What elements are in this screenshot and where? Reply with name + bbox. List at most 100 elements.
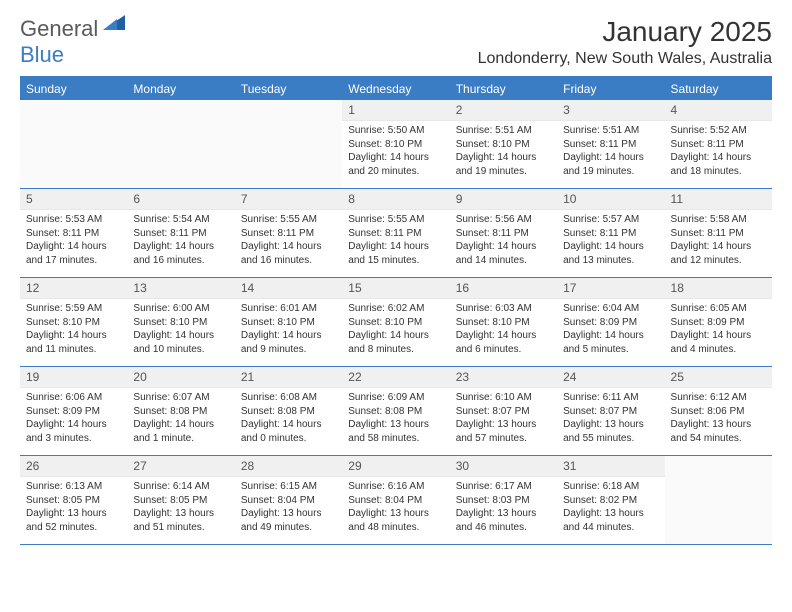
sunset-text: Sunset: 8:02 PM [563, 494, 658, 508]
sunrise-text: Sunrise: 5:55 AM [241, 213, 336, 227]
daylight-text: Daylight: 13 hours [348, 507, 443, 521]
day-body: Sunrise: 6:15 AMSunset: 8:04 PMDaylight:… [235, 477, 342, 540]
day-cell: 31 Sunrise: 6:18 AMSunset: 8:02 PMDayligh… [557, 456, 664, 544]
sunrise-text: Sunrise: 6:08 AM [241, 391, 336, 405]
sunrise-text: Sunrise: 6:09 AM [348, 391, 443, 405]
day-number: 16 [450, 278, 557, 299]
title-block: January 2025 Londonderry, New South Wale… [478, 16, 772, 68]
day-cell: 22Sunrise: 6:09 AMSunset: 8:08 PMDayligh… [342, 367, 449, 455]
daylight-text: and 55 minutes. [563, 432, 658, 446]
daylight-text: and 10 minutes. [133, 343, 228, 357]
sunrise-text: Sunrise: 6:05 AM [671, 302, 766, 316]
day-number: 23 [450, 367, 557, 388]
day-number: 1 [342, 100, 449, 121]
daylight-text: and 51 minutes. [133, 521, 228, 535]
day-cell: 20Sunrise: 6:07 AMSunset: 8:08 PMDayligh… [127, 367, 234, 455]
daylight-text: Daylight: 14 hours [671, 151, 766, 165]
sunset-text: Sunset: 8:06 PM [671, 405, 766, 419]
day-number: 13 [127, 278, 234, 299]
day-number: 7 [235, 189, 342, 210]
sunset-text: Sunset: 8:09 PM [671, 316, 766, 330]
daylight-text: and 16 minutes. [133, 254, 228, 268]
day-number: 28 [235, 456, 342, 477]
logo-sub: Blue [20, 42, 64, 68]
sunset-text: Sunset: 8:07 PM [456, 405, 551, 419]
sunset-text: Sunset: 8:10 PM [348, 316, 443, 330]
sunset-text: Sunset: 8:07 PM [563, 405, 658, 419]
day-body: Sunrise: 5:51 AMSunset: 8:11 PMDaylight:… [557, 121, 664, 184]
daylight-text: Daylight: 14 hours [671, 329, 766, 343]
sunrise-text: Sunrise: 5:59 AM [26, 302, 121, 316]
day-number: 9 [450, 189, 557, 210]
weekday-header: Tuesday [235, 78, 342, 100]
sunset-text: Sunset: 8:08 PM [348, 405, 443, 419]
day-cell: 14Sunrise: 6:01 AMSunset: 8:10 PMDayligh… [235, 278, 342, 366]
sunset-text: Sunset: 8:11 PM [671, 227, 766, 241]
location-text: Londonderry, New South Wales, Australia [478, 50, 772, 68]
logo-triangle-icon [103, 12, 125, 35]
empty-day-cell [127, 100, 234, 188]
daylight-text: and 5 minutes. [563, 343, 658, 357]
sunrise-text: Sunrise: 5:51 AM [456, 124, 551, 138]
daylight-text: Daylight: 14 hours [456, 151, 551, 165]
daylight-text: Daylight: 14 hours [241, 240, 336, 254]
sunrise-text: Sunrise: 6:18 AM [563, 480, 658, 494]
day-cell: 16Sunrise: 6:03 AMSunset: 8:10 PMDayligh… [450, 278, 557, 366]
sunset-text: Sunset: 8:11 PM [241, 227, 336, 241]
day-body: Sunrise: 5:54 AMSunset: 8:11 PMDaylight:… [127, 210, 234, 273]
day-body: Sunrise: 6:11 AMSunset: 8:07 PMDaylight:… [557, 388, 664, 451]
sunset-text: Sunset: 8:10 PM [348, 138, 443, 152]
day-cell: 17Sunrise: 6:04 AMSunset: 8:09 PMDayligh… [557, 278, 664, 366]
day-cell: 18Sunrise: 6:05 AMSunset: 8:09 PMDayligh… [665, 278, 772, 366]
sunrise-text: Sunrise: 5:58 AM [671, 213, 766, 227]
day-number: 4 [665, 100, 772, 121]
sunset-text: Sunset: 8:11 PM [563, 138, 658, 152]
daylight-text: and 52 minutes. [26, 521, 121, 535]
day-cell: 28Sunrise: 6:15 AMSunset: 8:04 PMDayligh… [235, 456, 342, 544]
sunset-text: Sunset: 8:05 PM [133, 494, 228, 508]
daylight-text: and 48 minutes. [348, 521, 443, 535]
day-cell: 29Sunrise: 6:16 AMSunset: 8:04 PMDayligh… [342, 456, 449, 544]
daylight-text: and 57 minutes. [456, 432, 551, 446]
weekday-header: Monday [127, 78, 234, 100]
day-number: 5 [20, 189, 127, 210]
daylight-text: and 19 minutes. [563, 165, 658, 179]
day-body: Sunrise: 5:53 AMSunset: 8:11 PMDaylight:… [20, 210, 127, 273]
sunrise-text: Sunrise: 6:17 AM [456, 480, 551, 494]
day-body: Sunrise: 5:51 AMSunset: 8:10 PMDaylight:… [450, 121, 557, 184]
sunrise-text: Sunrise: 6:06 AM [26, 391, 121, 405]
daylight-text: Daylight: 14 hours [563, 240, 658, 254]
day-cell: 8Sunrise: 5:55 AMSunset: 8:11 PMDaylight… [342, 189, 449, 277]
day-number: 31 [557, 456, 664, 477]
sunrise-text: Sunrise: 6:12 AM [671, 391, 766, 405]
logo-text-b: Blue [20, 42, 64, 67]
daylight-text: Daylight: 13 hours [563, 507, 658, 521]
daylight-text: Daylight: 13 hours [671, 418, 766, 432]
sunset-text: Sunset: 8:11 PM [348, 227, 443, 241]
sunset-text: Sunset: 8:09 PM [563, 316, 658, 330]
daylight-text: and 11 minutes. [26, 343, 121, 357]
day-cell: 7 Sunrise: 5:55 AMSunset: 8:11 PMDaylight… [235, 189, 342, 277]
day-body: Sunrise: 6:14 AMSunset: 8:05 PMDaylight:… [127, 477, 234, 540]
sunrise-text: Sunrise: 5:57 AM [563, 213, 658, 227]
day-cell: 24Sunrise: 6:11 AMSunset: 8:07 PMDayligh… [557, 367, 664, 455]
day-cell: 15Sunrise: 6:02 AMSunset: 8:10 PMDayligh… [342, 278, 449, 366]
day-body: Sunrise: 5:52 AMSunset: 8:11 PMDaylight:… [665, 121, 772, 184]
day-body: Sunrise: 6:03 AMSunset: 8:10 PMDaylight:… [450, 299, 557, 362]
day-cell: 23Sunrise: 6:10 AMSunset: 8:07 PMDayligh… [450, 367, 557, 455]
day-cell: 25Sunrise: 6:12 AMSunset: 8:06 PMDayligh… [665, 367, 772, 455]
day-body: Sunrise: 6:17 AMSunset: 8:03 PMDaylight:… [450, 477, 557, 540]
day-number: 12 [20, 278, 127, 299]
week-row: 19Sunrise: 6:06 AMSunset: 8:09 PMDayligh… [20, 367, 772, 456]
daylight-text: and 9 minutes. [241, 343, 336, 357]
daylight-text: and 54 minutes. [671, 432, 766, 446]
day-cell: 19Sunrise: 6:06 AMSunset: 8:09 PMDayligh… [20, 367, 127, 455]
daylight-text: Daylight: 14 hours [348, 151, 443, 165]
day-number: 17 [557, 278, 664, 299]
daylight-text: and 58 minutes. [348, 432, 443, 446]
sunrise-text: Sunrise: 6:11 AM [563, 391, 658, 405]
sunset-text: Sunset: 8:09 PM [26, 405, 121, 419]
daylight-text: Daylight: 14 hours [563, 151, 658, 165]
daylight-text: and 19 minutes. [456, 165, 551, 179]
sunrise-text: Sunrise: 5:55 AM [348, 213, 443, 227]
